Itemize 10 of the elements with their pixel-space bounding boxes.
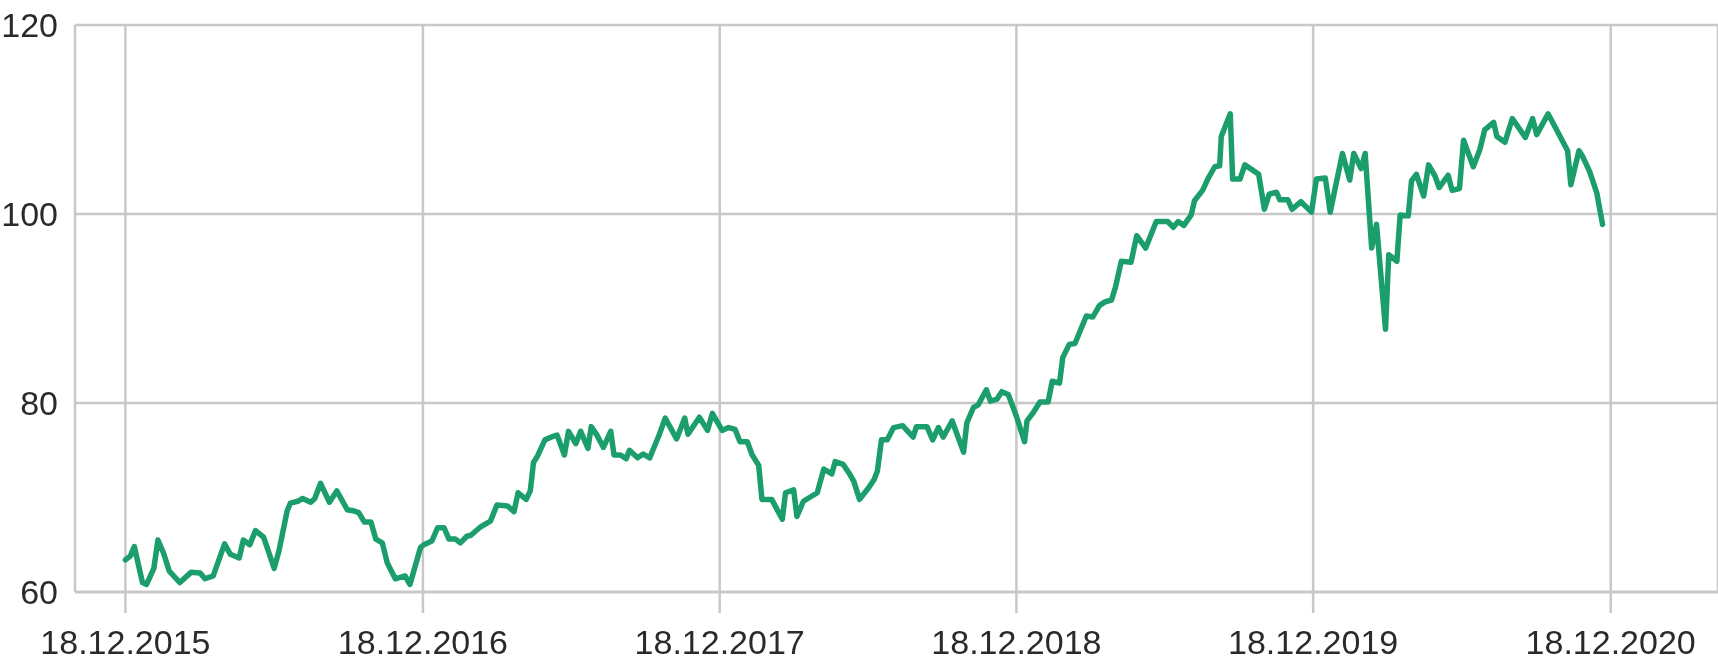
x-tick-label: 18.12.2018 bbox=[931, 623, 1102, 658]
y-tick-label: 120 bbox=[1, 6, 58, 45]
x-tick-label: 18.12.2017 bbox=[634, 623, 805, 658]
x-tick-label: 18.12.2015 bbox=[40, 623, 211, 658]
x-tick-label: 18.12.2019 bbox=[1228, 623, 1399, 658]
y-tick-label: 80 bbox=[20, 384, 58, 423]
y-tick-label: 60 bbox=[20, 573, 58, 612]
x-tick-label: 18.12.2020 bbox=[1525, 623, 1696, 658]
y-tick-label: 100 bbox=[1, 195, 58, 234]
x-tick-label: 18.12.2016 bbox=[337, 623, 509, 658]
